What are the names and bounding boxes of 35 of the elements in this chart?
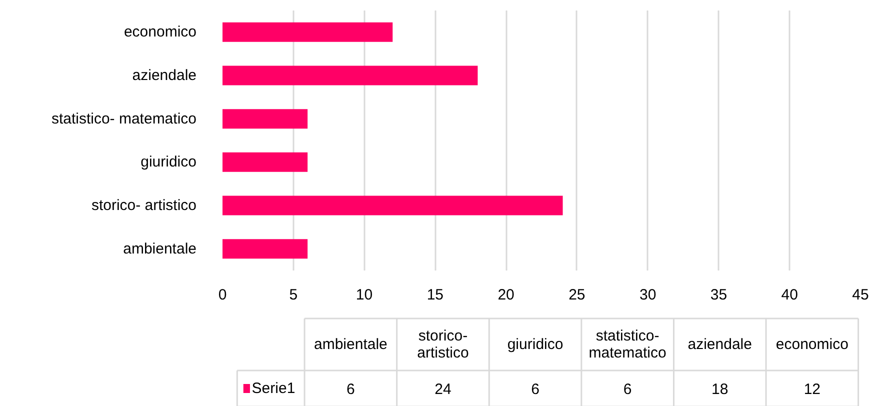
bar	[222, 196, 563, 216]
x-tick-label: 5	[289, 286, 298, 304]
x-tick-label: 45	[852, 286, 869, 304]
category-label: statistico- matematico	[588, 328, 666, 362]
data-label: 18	[712, 381, 728, 398]
bar	[222, 22, 393, 42]
y-tick-label: statistico- matematico	[51, 110, 197, 128]
x-tick-label: 15	[426, 286, 444, 304]
bar	[222, 66, 478, 86]
y-tick-label: economico	[124, 24, 197, 41]
data-label: 6	[531, 381, 540, 398]
data-label: 12	[804, 381, 820, 398]
y-tick-label: giuridico	[140, 154, 197, 171]
bar	[222, 152, 308, 172]
bar	[222, 109, 308, 129]
x-tick-label: 25	[568, 286, 586, 304]
y-tick-label: aziendale	[132, 67, 196, 84]
data-label: 24	[434, 381, 452, 398]
data-label: 6	[346, 381, 355, 398]
x-tick-label: 20	[498, 286, 514, 304]
bar	[222, 239, 308, 259]
category-label: aziendale	[688, 336, 752, 353]
category-label: ambientale	[314, 336, 388, 353]
x-tick-label: 0	[218, 286, 227, 304]
category-label: giuridico	[507, 336, 564, 353]
data-label: 6	[623, 381, 632, 398]
x-tick-label: 30	[639, 286, 656, 304]
x-tick-label: 10	[356, 286, 373, 304]
y-tick-label: storico- artistico	[91, 197, 197, 214]
legend-label: Serie1	[252, 380, 296, 397]
y-tick-label: ambientale	[123, 240, 197, 258]
x-tick-label: 40	[781, 286, 798, 304]
category-label: storico- artistico	[417, 328, 469, 362]
category-label: economico	[776, 336, 848, 353]
x-tick-label: 35	[710, 286, 728, 304]
